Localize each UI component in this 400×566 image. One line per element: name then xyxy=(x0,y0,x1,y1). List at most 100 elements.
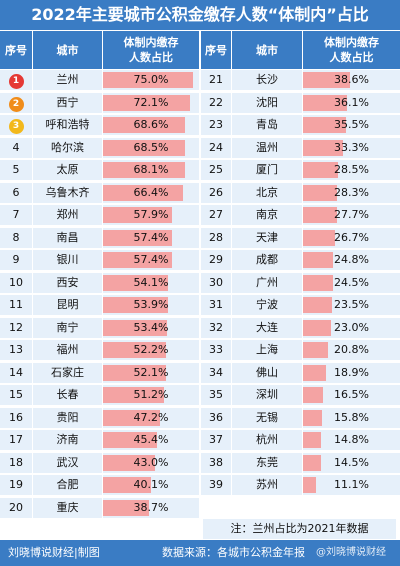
city-cell: 西安 xyxy=(33,272,102,294)
value-bar xyxy=(303,252,334,268)
city-name: 温州 xyxy=(256,140,278,154)
city-name: 西宁 xyxy=(56,95,79,109)
city-cell: 重庆 xyxy=(33,497,102,519)
value-bar xyxy=(303,184,338,201)
city-cell: 福州 xyxy=(33,340,102,361)
value-cell: 16.5% xyxy=(303,385,400,406)
value-bar xyxy=(103,252,172,268)
value-label: 38.7% xyxy=(133,500,169,514)
rank-number: 39 xyxy=(209,478,223,491)
value-bar xyxy=(103,139,186,156)
city-name: 南京 xyxy=(256,208,278,221)
rank-number: 34 xyxy=(209,365,223,379)
city-cell: 南京 xyxy=(232,205,302,226)
rank-cell: 13 xyxy=(0,340,32,361)
value-cell: 52.1% xyxy=(103,362,199,384)
value-bar xyxy=(103,162,185,178)
value-label: 57.4% xyxy=(133,230,169,244)
rank-cell: 26 xyxy=(201,182,231,204)
value-bar xyxy=(103,229,172,246)
city-name: 合肥 xyxy=(56,478,79,491)
city-name: 苏州 xyxy=(256,478,278,491)
city-name: 呼和浩特 xyxy=(45,118,90,131)
rank-header-right: 序号 xyxy=(201,31,231,69)
city-cell: 乌鲁木齐 xyxy=(33,182,102,204)
value-cell: 75.0% xyxy=(103,70,199,91)
value-label: 18.9% xyxy=(334,365,369,379)
value-label: 68.5% xyxy=(133,140,169,154)
city-name: 佛山 xyxy=(256,365,278,379)
rank-cell: 28 xyxy=(201,227,231,249)
rank-cell: 1 xyxy=(0,70,32,91)
city-name: 南宁 xyxy=(56,320,79,334)
rank-number: 18 xyxy=(9,455,23,469)
rank-header-left: 序号 xyxy=(0,31,32,69)
city-name: 哈尔滨 xyxy=(51,140,84,154)
rank-number: 15 xyxy=(9,388,23,401)
rank-number: 24 xyxy=(209,140,223,154)
rank-cell: 39 xyxy=(201,475,231,496)
value-cell: 68.6% xyxy=(103,115,199,136)
value-bar xyxy=(103,477,152,493)
value-label: 53.4% xyxy=(133,320,169,334)
rank-number: 20 xyxy=(9,500,23,514)
value-label: 57.9% xyxy=(133,208,169,221)
value-cell: 54.1% xyxy=(103,272,199,294)
value-bar xyxy=(103,184,183,201)
city-cell: 呼和浩特 xyxy=(33,115,102,136)
rank-number: 13 xyxy=(9,343,23,356)
city-cell: 青岛 xyxy=(232,115,302,136)
rank-cell: 31 xyxy=(201,295,231,316)
value-bar xyxy=(303,72,350,88)
city-cell: 东莞 xyxy=(232,452,302,474)
value-cell: 20.8% xyxy=(303,340,400,361)
rank-number: 4 xyxy=(12,140,20,154)
value-bar xyxy=(303,454,321,471)
value-cell: 72.1% xyxy=(103,92,199,114)
value-bar xyxy=(103,342,166,358)
city-cell: 南宁 xyxy=(33,317,102,339)
value-cell: 53.4% xyxy=(103,317,199,339)
city-name: 济南 xyxy=(56,433,79,446)
rank-cell: 38 xyxy=(201,452,231,474)
value-label: 14.5% xyxy=(334,455,369,469)
value-bar xyxy=(303,477,317,493)
value-label: 45.4% xyxy=(133,433,169,446)
city-name: 乌鲁木齐 xyxy=(45,185,90,199)
rank-cell: 19 xyxy=(0,475,32,496)
value-header-left: 体制内缴存 人数占比 xyxy=(103,31,199,69)
city-cell: 广州 xyxy=(232,272,302,294)
value-bar xyxy=(103,387,165,403)
footer-author: 刘晓博说财经|制图 xyxy=(8,546,100,559)
value-bar xyxy=(103,274,168,291)
footer-source: 数据来源：各城市公积金年报 xyxy=(162,546,305,559)
city-cell: 大连 xyxy=(232,317,302,339)
city-name: 郑州 xyxy=(56,208,79,221)
value-bar xyxy=(303,387,324,403)
city-cell: 北京 xyxy=(232,182,302,204)
city-cell: 佛山 xyxy=(232,362,302,384)
city-cell: 宁波 xyxy=(232,295,302,316)
rank-cell: 22 xyxy=(201,92,231,114)
value-bar xyxy=(303,162,338,178)
rank-cell: 10 xyxy=(0,272,32,294)
value-cell: 23.0% xyxy=(303,317,400,339)
rank-number: 8 xyxy=(12,230,20,244)
value-label: 33.3% xyxy=(334,140,369,154)
value-label: 16.5% xyxy=(334,388,369,401)
value-cell: 47.2% xyxy=(103,407,199,429)
rank-cell: 29 xyxy=(201,250,231,271)
city-name: 贵阳 xyxy=(56,410,79,424)
value-cell: 38.6% xyxy=(303,70,400,91)
value-label: 23.5% xyxy=(334,298,369,311)
value-bar xyxy=(303,117,347,133)
rank-number: 31 xyxy=(209,298,223,311)
value-bar xyxy=(103,319,168,336)
value-bar xyxy=(103,207,173,223)
rank-number: 7 xyxy=(12,208,20,221)
city-name: 西安 xyxy=(56,275,79,289)
rank-number: 27 xyxy=(209,208,223,221)
city-cell: 长春 xyxy=(33,385,102,406)
city-cell: 无锡 xyxy=(232,407,302,429)
value-cell: 52.2% xyxy=(103,340,199,361)
